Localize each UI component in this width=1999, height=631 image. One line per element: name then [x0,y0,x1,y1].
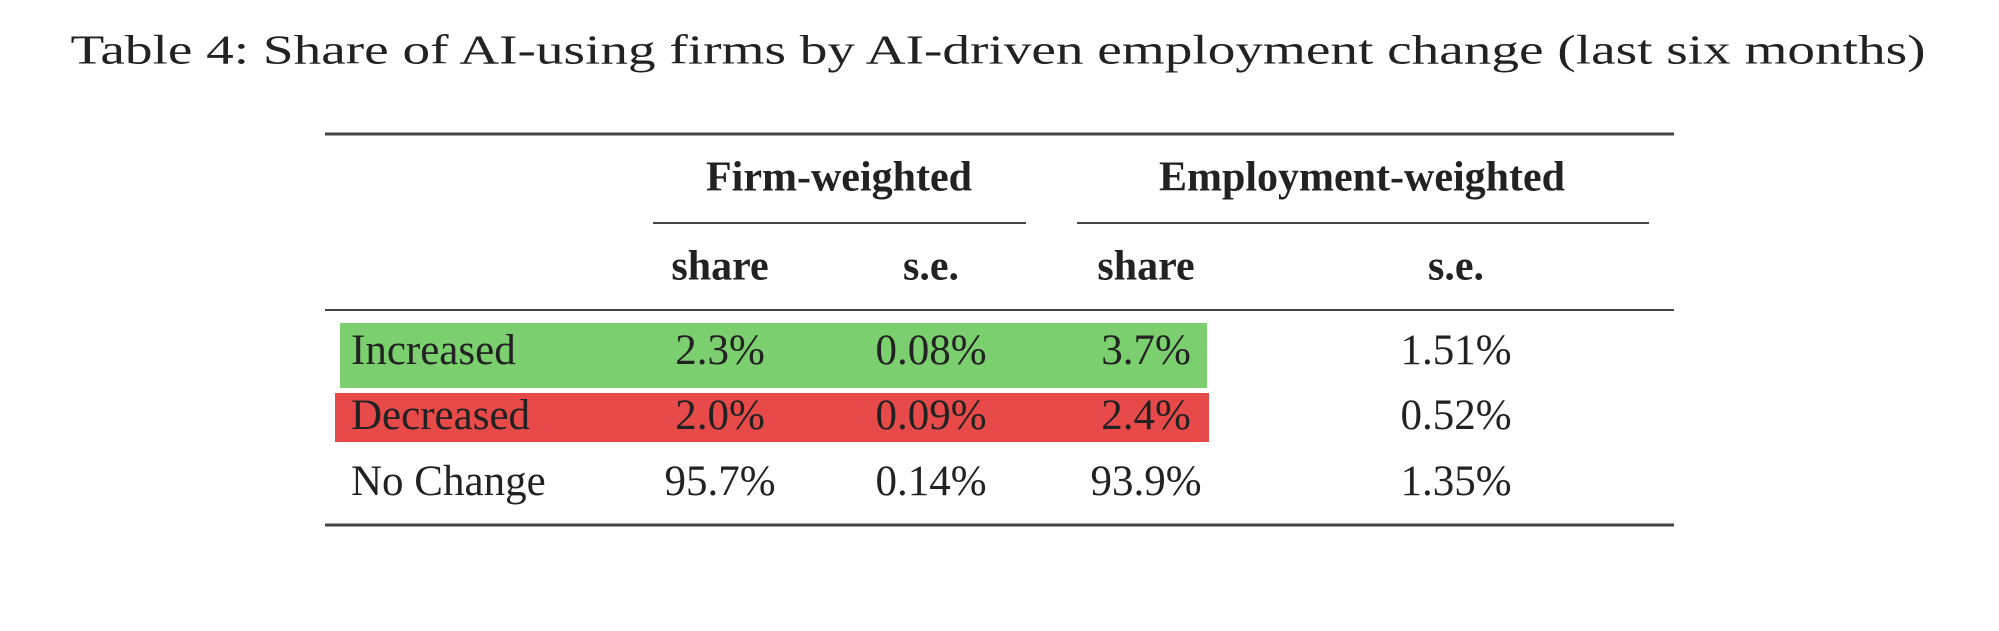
table-cell: 0.08% [875,327,986,374]
group-header: Firm-weighted [706,155,972,201]
table-cell: 2.3% [675,327,765,374]
table-cell: 95.7% [664,458,775,505]
decreased-highlight [335,393,1209,442]
table-cell: 0.14% [875,458,986,505]
row-label: No Change [351,458,546,505]
table-cell: 1.51% [1400,327,1511,374]
row-label: Increased [351,327,516,374]
column-header: s.e. [1428,244,1484,290]
table-cell: 93.9% [1090,458,1201,505]
table-cell: 2.4% [1101,392,1191,439]
column-header: share [1097,244,1194,290]
table-cell: 1.35% [1400,458,1511,505]
row-label: Decreased [351,392,530,439]
table-cell: 0.09% [875,392,986,439]
column-header: share [671,244,768,290]
increased-highlight [340,323,1207,388]
column-header: s.e. [903,244,959,290]
group-header: Employment-weighted [1159,155,1565,201]
table-cell: 2.0% [675,392,765,439]
caption: Table 4: Share of AI-using firms by AI-d… [71,26,1926,72]
table-cell: 3.7% [1101,327,1191,374]
table-cell: 0.52% [1400,392,1511,439]
